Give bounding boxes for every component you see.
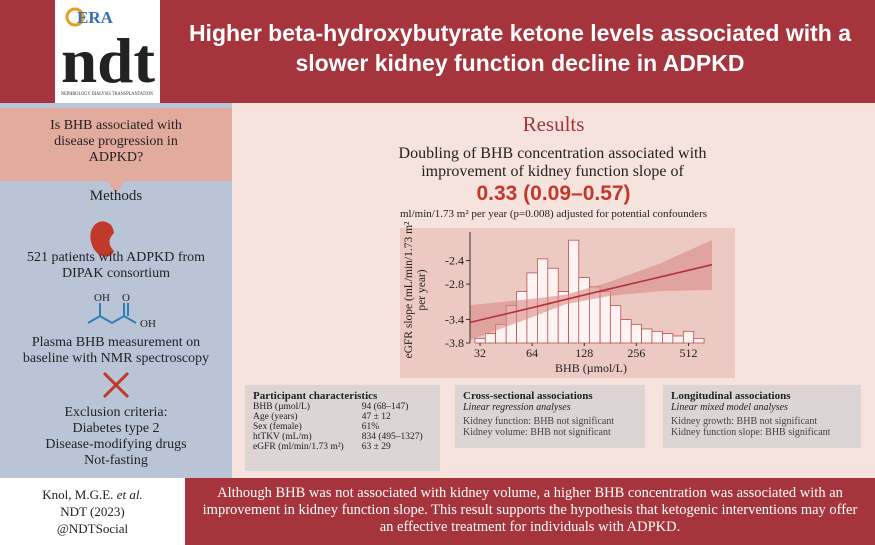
table-cell: BHB (µmol/L) <box>253 402 310 412</box>
characteristics-heading: Participant characteristics <box>253 390 378 402</box>
exclusion: Exclusion criteria: Diabetes type 2 Dise… <box>0 405 232 469</box>
longitudinal-box: Longitudinal associations Linear mixed m… <box>663 385 861 448</box>
cross-line: Kidney volume: BHB not significant <box>463 427 611 438</box>
table-row: BHB (µmol/L) 94 (68–147) <box>253 402 423 412</box>
citation-handle: @NDTSocial <box>56 521 129 536</box>
histogram-bar <box>474 337 486 344</box>
histogram-bar <box>599 291 611 344</box>
histogram-bar <box>620 319 632 344</box>
x-tick-label: 32 <box>474 346 486 360</box>
longitudinal-subheading: Linear mixed model analyses <box>671 402 788 413</box>
histogram-bar <box>682 330 695 344</box>
exclusion-line: Diabetes type 2 <box>72 421 160 436</box>
logo-ring <box>65 7 85 27</box>
x-tick-label: 128 <box>575 346 593 360</box>
logo-brand: ERA <box>77 8 114 27</box>
confidence-band <box>470 239 712 341</box>
table-cell: 63 ± 29 <box>361 442 391 452</box>
results-effect-note: ml/min/1.73 m² per year (p=0.008) adjust… <box>399 208 708 220</box>
y-tick-label: -2.8 <box>445 277 464 291</box>
table-cell: Age (years) <box>253 412 298 422</box>
question-band <box>0 108 232 193</box>
exclusion-line: Disease-modifying drugs <box>45 437 187 452</box>
histogram-bar <box>578 277 590 344</box>
table-cell: Sex (female) <box>253 422 302 432</box>
cross-line: Kidney function: BHB not significant <box>463 416 615 427</box>
y-tick-label: -3.8 <box>445 336 464 350</box>
table-cell: 61% <box>361 422 380 432</box>
molecule-label: O <box>122 292 130 304</box>
exclusion-line: Exclusion criteria: <box>64 405 168 420</box>
cross-subheading: Linear regression analyses <box>463 402 571 413</box>
table-cell: 94 (68–147) <box>361 402 409 412</box>
characteristics-box: Participant characteristics BHB (µmol/L)… <box>245 385 440 471</box>
logo-tagline: NEPHROLOGY DIALYSIS TRANSPLANTATION <box>61 92 153 97</box>
logo: ERA ndt NEPHROLOGY DIALYSIS TRANSPLANTAT… <box>55 0 160 103</box>
molecule-label: OH <box>94 292 110 304</box>
citation-journal: NDT (2023) <box>60 504 125 519</box>
x-axis-label: BHB (µmol/L) <box>555 361 627 375</box>
characteristics-table: BHB (µmol/L) 94 (68–147) Age (years) 47 ± 1… <box>253 402 423 452</box>
kidney-icon <box>90 221 114 257</box>
results-heading: Results <box>522 112 585 136</box>
table-cell: 47 ± 12 <box>361 412 391 422</box>
et-al: et al. <box>116 487 143 502</box>
results-statement: Doubling of BHB concentration associated… <box>398 145 707 180</box>
table-cell: htTKV (mL/m) <box>253 432 312 442</box>
y-tick-label: -3.4 <box>445 312 464 326</box>
methods-measurement: Plasma BHB measurement on baseline with … <box>22 335 210 366</box>
longitudinal-heading: Longitudinal associations <box>671 390 791 402</box>
histogram-bar <box>609 305 622 344</box>
x-tick-label: 256 <box>627 346 645 360</box>
histogram-bar <box>630 323 642 344</box>
fit-line <box>469 263 713 324</box>
methods-patients: 521 patients with ADPKD from DIPAK conso… <box>26 250 206 281</box>
table-row: Age (years) 47 ± 12 <box>253 412 423 422</box>
histogram-bar <box>651 330 663 344</box>
table-row: eGFR (ml/min/1.73 m²) 63 ± 29 <box>253 442 423 452</box>
longitudinal-line: Kidney function slope: BHB significant <box>671 427 831 438</box>
conclusion: Although BHB was not associated with kid… <box>202 485 858 535</box>
title: Higher beta-hydroxybutyrate ketone level… <box>188 20 852 76</box>
cross-box: Cross-sectional associations Linear regr… <box>455 385 645 448</box>
question: Is BHB associated with disease progressi… <box>50 118 182 165</box>
histogram-bar <box>641 328 653 344</box>
molecule-label: OH <box>140 318 156 330</box>
left-panel: OH O OH Is BHB associated with disease p… <box>0 103 232 478</box>
logo-journal: ndt <box>61 25 156 96</box>
exclusion-x <box>102 371 130 399</box>
table-row: Sex (female) 61% <box>253 422 423 432</box>
author: Knol, M.G.E. <box>42 487 114 502</box>
left-graphics: OH O OH <box>0 108 232 399</box>
citation: Knol, M.G.E. et al. NDT (2023) @NDTSocia… <box>0 478 185 545</box>
x-tick-label: 64 <box>526 346 538 360</box>
logo-graphic: ERA ndt NEPHROLOGY DIALYSIS TRANSPLANTAT… <box>61 7 156 97</box>
molecule <box>87 303 137 325</box>
longitudinal-line: Kidney growth: BHB not significant <box>671 416 818 427</box>
citation-author: Knol, M.G.E. et al. <box>42 486 142 503</box>
histogram-bar <box>672 335 684 344</box>
table-cell: 834 (495–1327) <box>361 432 423 442</box>
cross-heading: Cross-sectional associations <box>463 390 593 402</box>
histogram-bar <box>662 333 674 344</box>
y-tick-label: -2.4 <box>445 254 464 268</box>
y-axis-label: eGFR slope (mL/min/1.73 m² <box>403 221 415 359</box>
table-row: htTKV (mL/m) 834 (495–1327) <box>253 432 423 442</box>
x-tick-label: 512 <box>679 346 697 360</box>
y-axis-label: per year) <box>416 269 428 310</box>
histogram-bar <box>693 337 705 344</box>
results-effect: 0.33 (0.09–0.57) <box>476 182 631 205</box>
histogram-bar <box>484 333 497 344</box>
table-cell: eGFR (ml/min/1.73 m²) <box>253 442 344 452</box>
methods-heading: Methods <box>89 188 143 204</box>
exclusion-line: Not-fasting <box>84 453 148 468</box>
